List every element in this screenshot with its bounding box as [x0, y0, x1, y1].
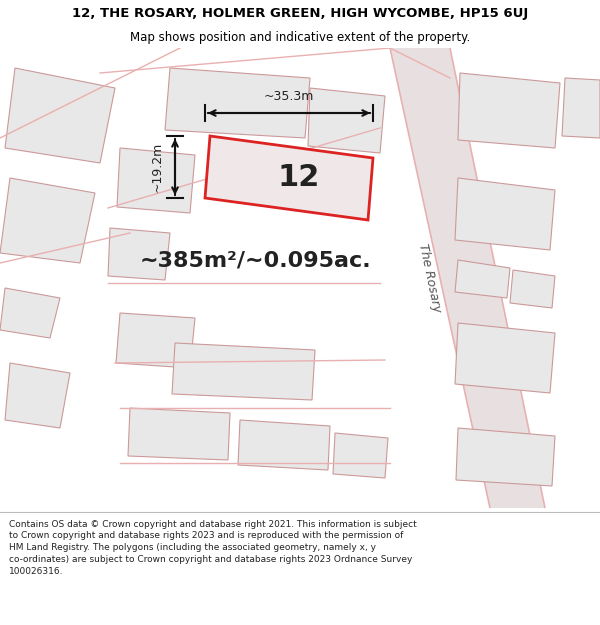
Polygon shape: [5, 363, 70, 428]
Text: The Rosary: The Rosary: [416, 242, 443, 314]
Polygon shape: [117, 148, 195, 213]
Polygon shape: [510, 270, 555, 308]
Polygon shape: [0, 178, 95, 263]
Polygon shape: [205, 136, 373, 220]
Text: ~19.2m: ~19.2m: [151, 142, 163, 192]
Text: ~35.3m: ~35.3m: [264, 91, 314, 104]
Polygon shape: [333, 433, 388, 478]
Polygon shape: [455, 260, 510, 298]
Polygon shape: [458, 73, 560, 148]
Text: 12, THE ROSARY, HOLMER GREEN, HIGH WYCOMBE, HP15 6UJ: 12, THE ROSARY, HOLMER GREEN, HIGH WYCOM…: [72, 7, 528, 20]
Polygon shape: [226, 143, 300, 198]
Polygon shape: [172, 343, 315, 400]
Text: Contains OS data © Crown copyright and database right 2021. This information is : Contains OS data © Crown copyright and d…: [9, 520, 417, 576]
Polygon shape: [165, 68, 310, 138]
Polygon shape: [455, 323, 555, 393]
Polygon shape: [456, 428, 555, 486]
Polygon shape: [0, 288, 60, 338]
Polygon shape: [128, 408, 230, 460]
Polygon shape: [238, 420, 330, 470]
Polygon shape: [390, 48, 545, 508]
Text: 12: 12: [278, 164, 320, 192]
Polygon shape: [562, 78, 600, 138]
Polygon shape: [5, 68, 115, 163]
Text: ~385m²/~0.095ac.: ~385m²/~0.095ac.: [139, 250, 371, 270]
Polygon shape: [455, 178, 555, 250]
Polygon shape: [116, 313, 195, 368]
Polygon shape: [308, 88, 385, 153]
Text: Map shows position and indicative extent of the property.: Map shows position and indicative extent…: [130, 31, 470, 44]
Polygon shape: [108, 228, 170, 280]
